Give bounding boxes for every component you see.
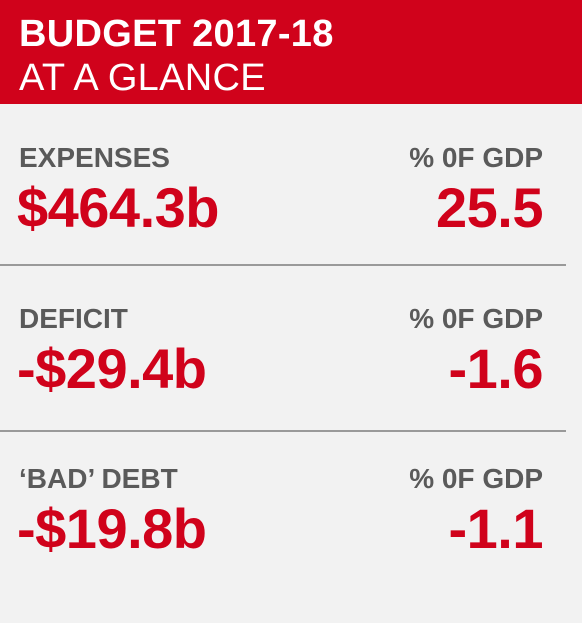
divider	[0, 430, 566, 432]
deficit-pct-value: -1.6	[448, 337, 544, 400]
bad-debt-value: -$19.8b	[17, 497, 207, 560]
page-subtitle: AT A GLANCE	[19, 57, 266, 99]
bad-debt-pct-value: -1.1	[448, 497, 544, 560]
expenses-row: EXPENSES % 0F GDP $464.3b 25.5	[0, 142, 582, 302]
deficit-row: DEFICIT % 0F GDP -$29.4b -1.6	[0, 303, 582, 463]
deficit-value: -$29.4b	[17, 337, 207, 400]
expenses-value: $464.3b	[17, 176, 220, 239]
expenses-pct-label: % 0F GDP	[409, 142, 543, 173]
deficit-label: DEFICIT	[19, 303, 128, 334]
divider	[0, 264, 566, 266]
expenses-label: EXPENSES	[19, 142, 170, 173]
expenses-pct-value: 25.5	[436, 176, 544, 239]
header-banner: BUDGET 2017-18 AT A GLANCE	[0, 0, 582, 104]
deficit-pct-label: % 0F GDP	[409, 303, 543, 334]
page-title: BUDGET 2017-18	[19, 13, 334, 55]
bad-debt-row: ‘BAD’ DEBT % 0F GDP -$19.8b -1.1	[0, 463, 582, 623]
bad-debt-label: ‘BAD’ DEBT	[19, 463, 178, 494]
bad-debt-pct-label: % 0F GDP	[409, 463, 543, 494]
